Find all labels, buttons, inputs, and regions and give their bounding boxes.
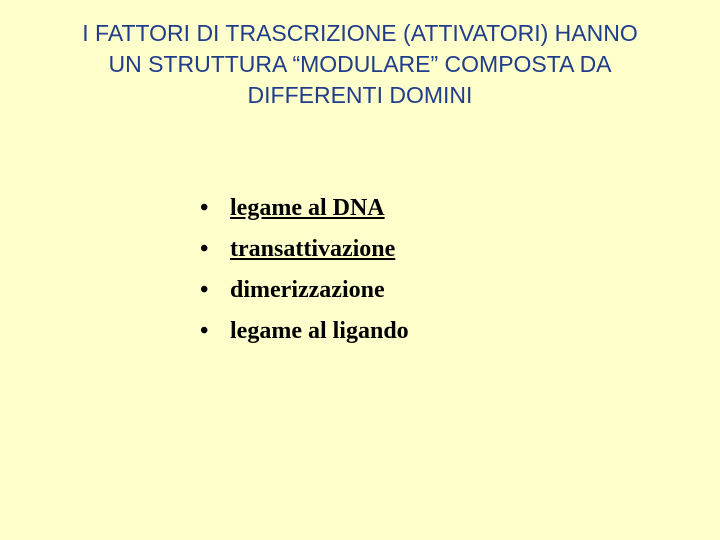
list-item: • legame al DNA xyxy=(200,195,409,222)
bullet-list: • legame al DNA • transattivazione • dim… xyxy=(200,195,409,359)
bullet-text-1: legame al DNA xyxy=(230,195,385,222)
bullet-dot: • xyxy=(200,195,230,222)
title-line-1: I FATTORI DI TRASCRIZIONE (ATTIVATORI) H… xyxy=(12,18,708,49)
title-line-3: DIFFERENTI DOMINI xyxy=(12,80,708,111)
bullet-dot: • xyxy=(200,236,230,263)
slide-title: I FATTORI DI TRASCRIZIONE (ATTIVATORI) H… xyxy=(0,0,720,111)
bullet-text-2: transattivazione xyxy=(230,236,395,263)
bullet-text-3: dimerizzazione xyxy=(230,277,385,304)
list-item: • legame al ligando xyxy=(200,318,409,345)
bullet-dot: • xyxy=(200,318,230,345)
bullet-dot: • xyxy=(200,277,230,304)
title-line-2: UN STRUTTURA “MODULARE” COMPOSTA DA xyxy=(12,49,708,80)
list-item: • dimerizzazione xyxy=(200,277,409,304)
list-item: • transattivazione xyxy=(200,236,409,263)
bullet-text-4: legame al ligando xyxy=(230,318,409,345)
